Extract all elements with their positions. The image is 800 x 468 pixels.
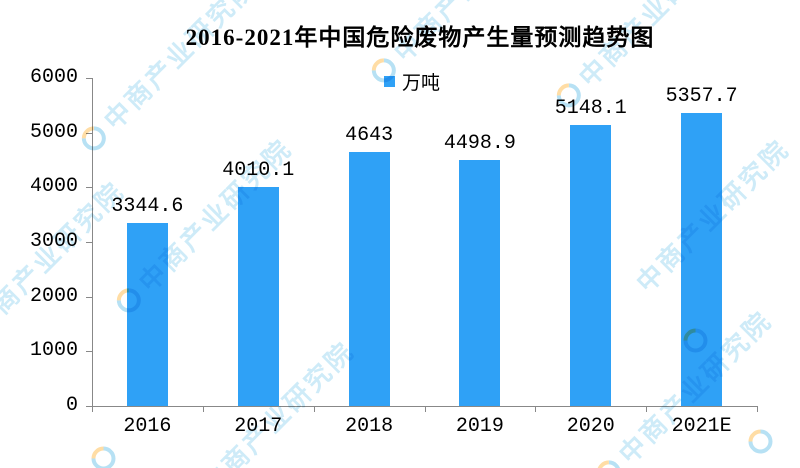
x-axis-category-label: 2021E <box>671 415 732 438</box>
y-axis-tick-label: 2000 <box>29 284 78 308</box>
y-axis-tick <box>86 132 92 134</box>
bar-value-label: 4010.1 <box>222 158 295 182</box>
bar-value-label: 4643 <box>345 124 394 148</box>
y-axis-tick <box>86 242 92 243</box>
y-axis-tick <box>86 351 92 353</box>
bar <box>237 186 279 406</box>
legend-label: 万吨 <box>401 73 440 94</box>
y-axis-tick-label: 5000 <box>29 120 78 144</box>
bar-value-label: 5148.1 <box>554 96 627 120</box>
x-axis-category-label: 2019 <box>455 415 504 438</box>
x-axis-tick <box>202 406 204 412</box>
bar <box>681 113 723 406</box>
y-axis-tick-label: 6000 <box>29 66 78 89</box>
bar <box>570 124 612 406</box>
x-axis-category-label: 2020 <box>566 415 615 438</box>
bar-value-label: 5357.7 <box>665 85 738 109</box>
y-axis-tick-label: 1000 <box>29 339 78 363</box>
x-axis-tick <box>535 406 537 412</box>
legend: 万吨 <box>0 68 800 95</box>
y-axis-tick-label: 0 <box>65 394 78 417</box>
x-axis-tick <box>92 406 93 412</box>
bar-value-label: 4498.9 <box>443 132 516 156</box>
bar <box>126 223 168 406</box>
y-axis-tick-label: 3000 <box>29 230 78 253</box>
x-axis-tick <box>757 406 758 412</box>
bar <box>348 152 390 406</box>
y-axis-tick <box>86 187 92 189</box>
x-axis-category-label: 2018 <box>345 415 394 438</box>
x-axis-category-label: 2016 <box>123 415 172 438</box>
x-axis-category-label: 2017 <box>234 415 283 438</box>
y-axis-line <box>92 78 93 406</box>
bar-value-label: 3344.6 <box>111 195 184 219</box>
y-axis-tick <box>86 78 92 79</box>
x-axis-tick <box>313 406 315 412</box>
x-axis-tick <box>646 406 648 412</box>
y-axis-tick <box>86 296 92 298</box>
bar <box>459 160 501 406</box>
legend-swatch-icon <box>383 76 395 87</box>
y-axis-tick-label: 4000 <box>29 175 78 199</box>
chart-title: 2016-2021年中国危险废物产生量预测趋势图 <box>185 25 655 50</box>
y-axis-tick <box>86 406 92 407</box>
x-axis-tick <box>424 406 426 412</box>
